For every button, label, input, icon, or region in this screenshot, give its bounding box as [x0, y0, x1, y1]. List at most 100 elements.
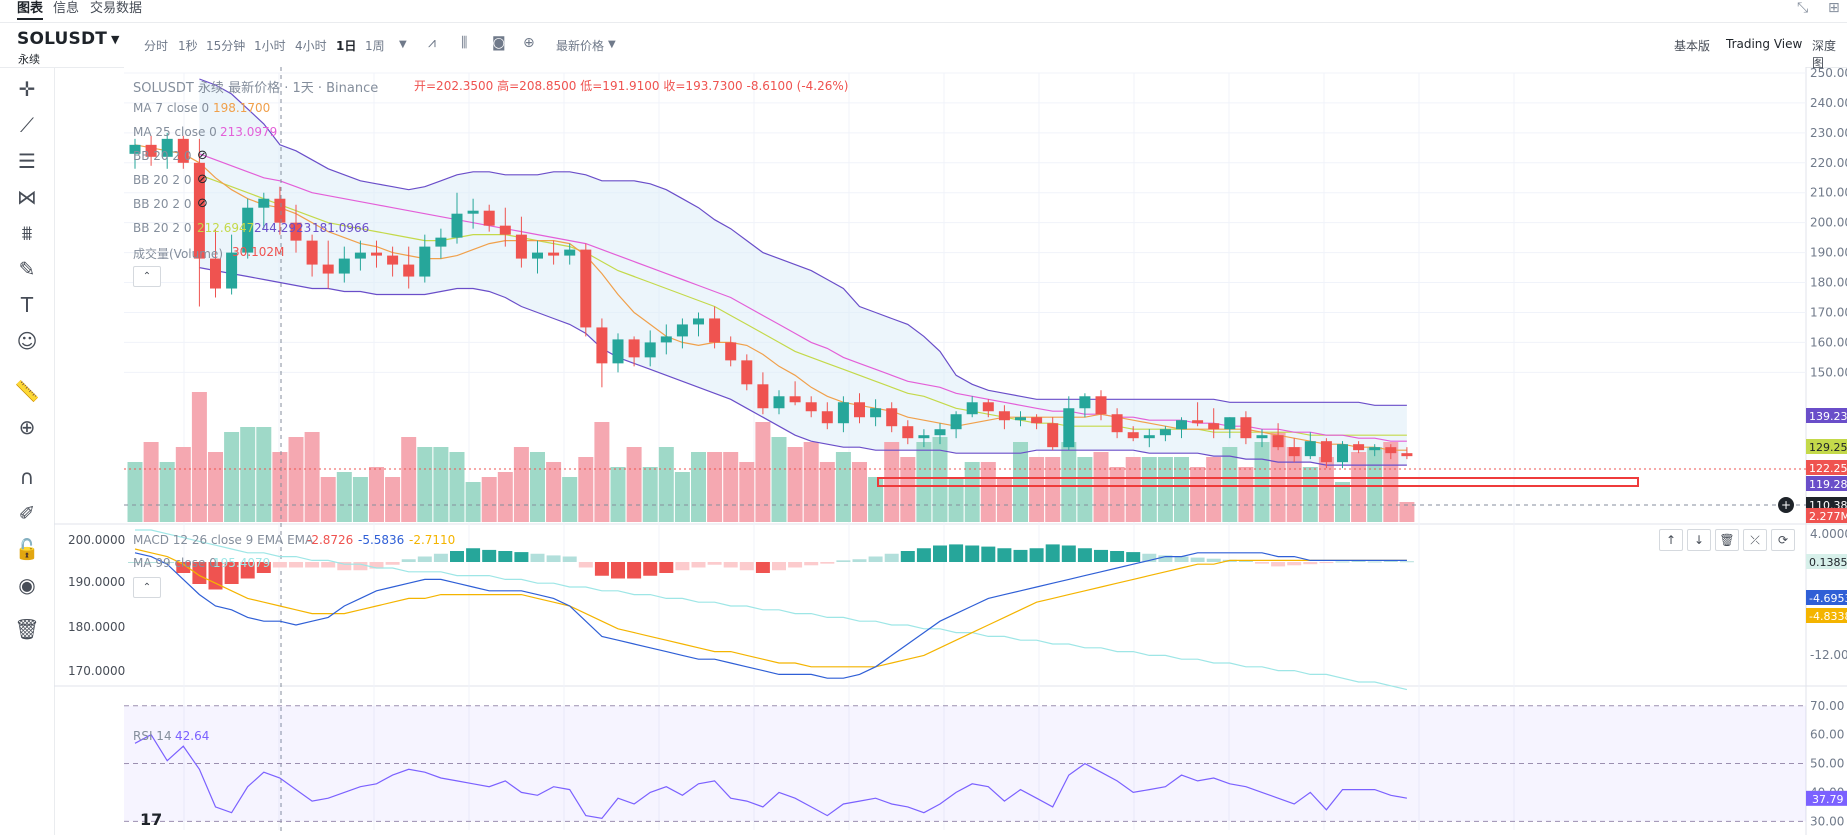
macd-histogram-bar [1271, 562, 1286, 567]
collapse-diagonal-icon[interactable]: ⤡ [1797, 0, 1809, 16]
text-icon[interactable]: T [20, 293, 34, 317]
macd-histogram-bar [1158, 555, 1173, 562]
macd-histogram-bar [643, 562, 658, 576]
camera-icon[interactable]: ◙ [492, 35, 506, 51]
symbol-dropdown-icon[interactable]: ▼ [111, 33, 120, 46]
tab-trading-data[interactable]: 交易数据 [90, 1, 143, 16]
eye-icon[interactable]: ◉ [18, 573, 36, 597]
macd-histogram-bar [305, 562, 320, 568]
fib-icon[interactable]: ⩩ [21, 221, 33, 245]
macd-signal-line [134, 548, 1407, 668]
trend-line-icon[interactable]: ⟋ [20, 113, 34, 137]
candle-body [1272, 435, 1284, 448]
candle-body [1047, 423, 1059, 448]
timeframe-1d[interactable]: 1日 [336, 39, 357, 53]
macd-collapse-button[interactable]: ⌃ [133, 577, 161, 598]
price-axis-label-bg [1806, 508, 1847, 523]
bb-hidden-icon[interactable]: ⊘ [197, 172, 208, 187]
candle-body [290, 222, 302, 241]
view-tradingview[interactable]: Trading View [1726, 37, 1803, 51]
legend-ma25-label: MA 25 close 0 [133, 125, 217, 139]
macd-histogram-bar [1190, 557, 1205, 562]
legend-rsi-label: RSI 14 [133, 729, 172, 743]
trash-icon[interactable]: 🗑 [14, 617, 40, 641]
symbol-name[interactable]: SOLUSDT [17, 29, 108, 49]
unlock-icon[interactable]: 🔓 [14, 537, 40, 561]
legend-collapse-button[interactable]: ⌃ [133, 266, 161, 287]
timeframe-1s[interactable]: 1秒 [178, 39, 198, 53]
volume-bar [465, 482, 481, 522]
pane-move-down-button[interactable]: ↓ [1687, 529, 1711, 551]
candle-body [580, 249, 592, 328]
pane-move-up-button[interactable]: ↑ [1659, 529, 1683, 551]
macd-histogram-bar [611, 562, 625, 579]
candle-body [419, 246, 431, 277]
volume-bar [433, 447, 449, 522]
candle-body [805, 402, 817, 412]
grid-icon[interactable]: ⊞ [1828, 0, 1840, 16]
add-indicator-icon[interactable]: ⊕ [523, 35, 535, 51]
indicator-chart-icon[interactable]: ⩘ [428, 35, 436, 51]
bb-hidden-icon[interactable]: ⊘ [197, 148, 208, 163]
brush-icon[interactable]: ✎ [18, 257, 36, 281]
volume-bar [1190, 467, 1206, 522]
crosshair-icon[interactable]: ✛ [18, 77, 36, 101]
macd-left-tick-label: 170.0000 [68, 664, 125, 678]
pane-delete-button[interactable]: 🗑 [1715, 529, 1739, 551]
macd-axis-label: 0.1385 [1809, 556, 1847, 569]
macd-histogram-bar [852, 559, 867, 562]
pattern-icon[interactable]: ⋈ [17, 185, 37, 209]
macd-histogram-bar [562, 556, 577, 562]
volume-bar [674, 472, 690, 522]
volume-bar [369, 467, 384, 522]
price-axis-label-bg [1806, 439, 1847, 454]
bb-hidden-icon[interactable]: ⊘ [197, 196, 208, 211]
price-tick-label: 200.0000 [1810, 216, 1847, 230]
ma7-line [134, 144, 1407, 451]
horizontal-lines-icon[interactable]: ☰ [18, 149, 36, 173]
ruler-icon[interactable]: 📏 [14, 379, 40, 403]
price-tick-label: 240.0000 [1810, 96, 1847, 110]
candle-body [709, 318, 721, 343]
macd-histogram-bar [836, 560, 851, 562]
candle-body [644, 342, 656, 358]
magnet-icon[interactable]: ∩ [19, 465, 35, 489]
macd-histogram-bar [530, 553, 545, 562]
price-type-select[interactable]: 最新价格 [556, 39, 605, 53]
pane-collapse-button[interactable]: ⤫ [1743, 529, 1767, 551]
timeframe-tick[interactable]: 分时 [144, 39, 169, 53]
timeframe-4h[interactable]: 4小时 [295, 39, 327, 53]
view-basic[interactable]: 基本版 [1674, 39, 1711, 53]
price-type-dropdown-icon[interactable]: ▼ [608, 39, 616, 50]
more-timeframes-icon[interactable]: ▼ [399, 39, 407, 50]
volume-bar [755, 422, 771, 522]
candle-body [1224, 417, 1236, 430]
volume-bar [1141, 457, 1157, 522]
volume-bar [288, 437, 304, 522]
macd-histogram-bar [884, 553, 899, 562]
timeframe-1h[interactable]: 1小时 [254, 39, 286, 53]
tab-chart[interactable]: 图表 [17, 0, 44, 20]
volume-bar [417, 447, 433, 522]
emoji-icon[interactable]: ☺ [16, 329, 38, 353]
lock-drawing-icon[interactable]: ✐ [18, 501, 36, 525]
macd-left-tick-label: 190.0000 [68, 575, 125, 589]
view-depth[interactable]: 深度图 [1812, 39, 1837, 70]
macd-histogram-bar [369, 562, 384, 569]
zoom-icon[interactable]: ⊕ [18, 415, 36, 439]
candle-body [870, 408, 882, 418]
timeframe-1w[interactable]: 1周 [365, 39, 385, 53]
macd-histogram-bar [1077, 548, 1092, 562]
candle-body [1127, 432, 1139, 439]
macd-histogram-bar [1351, 560, 1366, 562]
bollinger-band-fill [199, 78, 1407, 466]
tab-info[interactable]: 信息 [53, 1, 80, 16]
candle-body [1256, 435, 1268, 439]
macd-histogram-bar [594, 562, 609, 576]
volume-bar [240, 427, 256, 522]
legend-macd-signal: -2.7110 [409, 533, 456, 547]
pane-settings-button[interactable]: ⟳ [1771, 529, 1795, 551]
timeframe-15m[interactable]: 15分钟 [206, 39, 246, 53]
candle-style-icon[interactable]: ⫼ [461, 35, 468, 51]
